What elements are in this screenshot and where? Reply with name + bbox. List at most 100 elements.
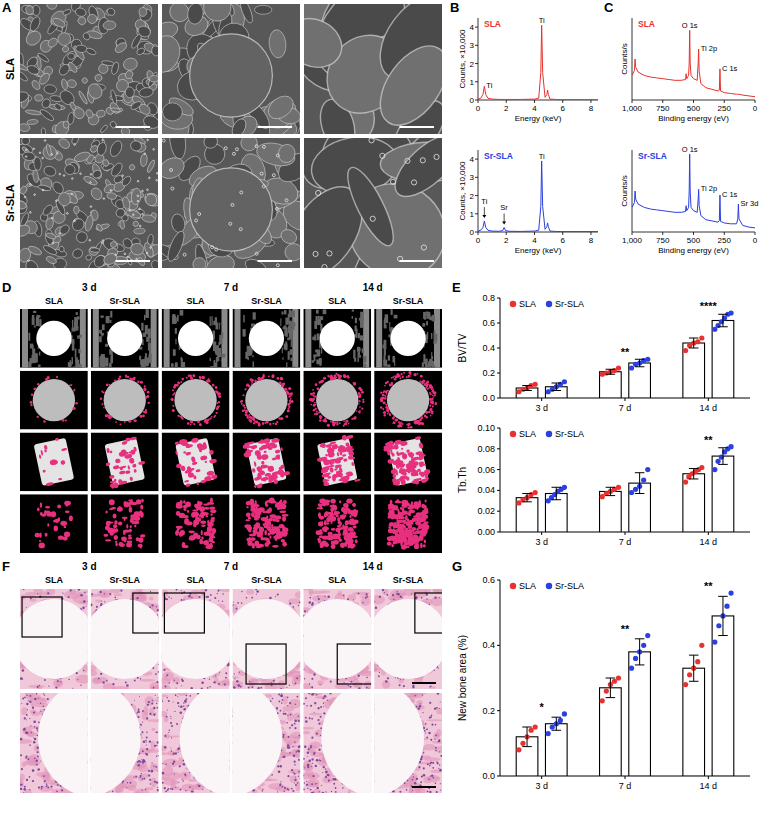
sem-particle bbox=[33, 148, 35, 150]
scale-bar bbox=[116, 126, 151, 128]
sem-particle bbox=[102, 242, 104, 244]
ct-bone bbox=[263, 450, 267, 453]
ct-trabecula bbox=[318, 349, 320, 351]
sem-particle bbox=[90, 206, 92, 208]
ct-bone bbox=[387, 458, 395, 464]
sem-texture bbox=[32, 169, 39, 183]
ct-bone bbox=[339, 375, 342, 378]
ct-bone bbox=[289, 402, 291, 404]
ct-cylinder bbox=[241, 435, 292, 490]
ct-bone bbox=[140, 534, 145, 538]
scale-bar bbox=[116, 260, 151, 262]
spectrum-line bbox=[632, 30, 755, 96]
ct-implant bbox=[388, 438, 429, 486]
sem-texture bbox=[129, 164, 136, 171]
sem-particle bbox=[276, 264, 279, 267]
ct-bone bbox=[387, 407, 389, 409]
ct-trabecula bbox=[425, 362, 428, 367]
ct-trabecula bbox=[317, 333, 320, 340]
sem-particle bbox=[110, 190, 112, 192]
ct-bone bbox=[209, 418, 211, 420]
peak-arrow bbox=[484, 207, 485, 216]
sem-texture bbox=[238, 4, 255, 24]
ct-bone bbox=[40, 512, 43, 516]
ct-trabecula bbox=[145, 353, 147, 360]
ct-bone bbox=[258, 377, 261, 380]
ct-bone bbox=[119, 480, 127, 485]
ct-trabecula bbox=[175, 362, 178, 367]
sem-particle bbox=[156, 179, 158, 181]
ct-trabecula bbox=[33, 311, 36, 313]
ct-bone bbox=[124, 421, 126, 423]
ct-bone bbox=[142, 415, 145, 418]
ct-bone bbox=[178, 382, 180, 384]
sem-texture bbox=[22, 151, 36, 161]
ct-bone bbox=[113, 513, 117, 518]
ct-bone bbox=[215, 386, 218, 389]
ct-bone bbox=[309, 398, 312, 401]
ct-bone bbox=[105, 415, 108, 418]
sem-texture bbox=[107, 192, 117, 200]
ct-bone bbox=[247, 441, 254, 445]
ct-bone bbox=[353, 417, 356, 420]
ct-bone bbox=[256, 466, 263, 470]
ct-bone bbox=[183, 500, 186, 504]
ct-trabecula bbox=[283, 327, 286, 330]
sem-particle bbox=[142, 213, 144, 215]
ct-bone bbox=[389, 413, 391, 415]
ct-image bbox=[20, 433, 88, 492]
ct-bone bbox=[383, 411, 386, 414]
ct-trabecula bbox=[426, 312, 430, 319]
ct-bone bbox=[401, 479, 405, 485]
ct-bone bbox=[114, 535, 118, 540]
ct-bone bbox=[55, 438, 59, 442]
sem-texture bbox=[136, 47, 146, 56]
ct-bone bbox=[126, 524, 128, 528]
ct-trabecula bbox=[315, 349, 318, 352]
ct-bone bbox=[280, 447, 283, 451]
ct-trabecula bbox=[210, 358, 211, 361]
ct-bone bbox=[210, 510, 216, 513]
ct-bone bbox=[253, 419, 255, 421]
sem-texture bbox=[42, 244, 58, 257]
sem-image bbox=[20, 4, 158, 134]
ct-trabecula bbox=[383, 360, 387, 367]
ct-bone bbox=[399, 377, 401, 379]
ct-implant bbox=[33, 379, 75, 421]
sem-particle bbox=[39, 152, 41, 154]
ct-bone bbox=[262, 422, 264, 424]
sem-texture bbox=[143, 191, 158, 209]
x-tick-label: 0 bbox=[753, 104, 758, 113]
ct-trabecula bbox=[357, 352, 358, 362]
ct-bone bbox=[316, 410, 318, 412]
sem-texture bbox=[46, 36, 59, 49]
ct-bone bbox=[434, 394, 436, 396]
ct-trabecula bbox=[102, 333, 103, 337]
ct-bone bbox=[358, 400, 360, 402]
sem-particle bbox=[132, 214, 134, 216]
ct-trabecula bbox=[282, 348, 283, 354]
peak-label: Ti bbox=[539, 16, 545, 25]
ct-bone bbox=[327, 424, 330, 427]
ct-bone bbox=[105, 414, 107, 416]
sem-texture bbox=[85, 255, 91, 261]
ct-bone bbox=[138, 544, 143, 548]
ct-trabecula bbox=[243, 315, 244, 322]
sem-texture bbox=[71, 138, 80, 145]
sem-texture bbox=[72, 106, 86, 121]
ct-trabecula bbox=[362, 348, 364, 353]
ct-bone bbox=[147, 395, 149, 397]
ct-bone bbox=[183, 451, 186, 454]
sem-texture bbox=[162, 31, 185, 76]
sem-particle bbox=[170, 169, 173, 172]
x-tick bbox=[590, 100, 591, 103]
sem-particle bbox=[142, 190, 144, 192]
ct-bone bbox=[272, 457, 278, 461]
ct-trabecula bbox=[282, 357, 283, 359]
ct-bone bbox=[58, 535, 64, 539]
ct-bone bbox=[251, 383, 253, 385]
ct-bone bbox=[44, 449, 47, 453]
ct-bone bbox=[335, 373, 337, 375]
ct-bone bbox=[101, 403, 103, 405]
ct-bone bbox=[399, 375, 401, 377]
